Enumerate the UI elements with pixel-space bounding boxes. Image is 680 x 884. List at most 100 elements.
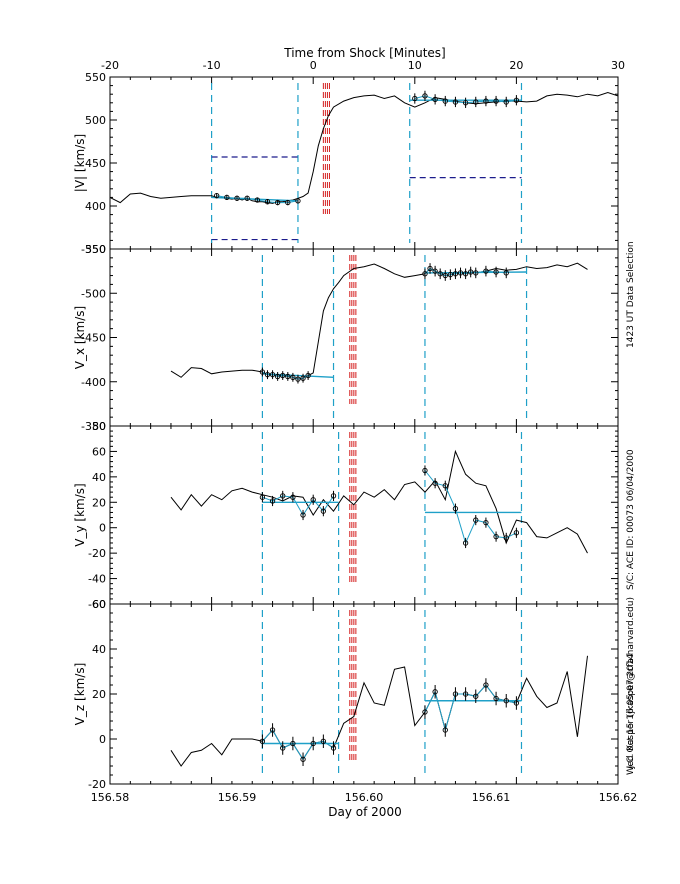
plot-layer: -20 -10 0 10 20 30 156.58 156.59 156.60 156.61 156… xyxy=(73,59,637,804)
y-tick-label: 350 xyxy=(85,243,106,256)
top-tick-label: -20 xyxy=(101,59,119,72)
fit-point xyxy=(513,700,520,706)
y-tick-label: 0 xyxy=(99,733,106,746)
fit-point xyxy=(432,96,438,103)
fit-point-path xyxy=(262,729,334,761)
fit-point xyxy=(244,195,250,201)
fit-point xyxy=(330,493,337,499)
fit-point xyxy=(447,272,454,278)
fit-point xyxy=(259,369,266,375)
y-tick-label: -20 xyxy=(88,778,106,791)
fit-point xyxy=(473,517,479,523)
fit-point xyxy=(290,374,296,380)
y-axis-label: |V| [km/s] xyxy=(73,134,87,192)
fit-point xyxy=(295,198,301,204)
fit-point xyxy=(513,97,520,103)
author-caption: J.C. Kasper (jkasper@cfa.harvard.edu) xyxy=(626,597,636,769)
fit-point xyxy=(234,195,240,201)
fit-point xyxy=(280,372,286,379)
fit-point xyxy=(483,519,489,526)
y-tick-label: -350 xyxy=(81,420,106,433)
fit-point xyxy=(437,271,443,277)
fit-point xyxy=(300,756,306,762)
fit-point xyxy=(473,693,479,699)
fit-point xyxy=(503,270,509,276)
fit-point xyxy=(452,505,459,512)
y-tick-label: 40 xyxy=(92,643,106,656)
fit-point xyxy=(468,269,474,275)
y-tick-label: 550 xyxy=(85,71,106,84)
timestamp-caption: Wed Oct 15 16:05:07 2014 xyxy=(626,653,636,775)
fit-point xyxy=(493,98,499,104)
fit-point xyxy=(259,738,266,744)
spacecraft-caption: S/C: ACE ID: 00073 06/04/2000 xyxy=(626,449,636,590)
y-tick-label: 400 xyxy=(85,200,106,213)
top-tick-label: 10 xyxy=(408,59,422,72)
fit-point xyxy=(274,373,281,380)
y-tick-label: 80 xyxy=(92,420,106,433)
fit-point xyxy=(503,535,509,541)
y-tick-label: 450 xyxy=(85,157,106,170)
fit-point xyxy=(422,467,428,474)
y-tick-label: 20 xyxy=(92,688,106,701)
fit-point xyxy=(473,99,479,105)
fit-point xyxy=(300,375,306,381)
fit-point xyxy=(462,540,469,546)
fit-point xyxy=(320,508,327,514)
fit-point xyxy=(269,498,276,504)
y-tick-label: -20 xyxy=(88,547,106,560)
fit-point xyxy=(462,691,469,697)
fit-point xyxy=(269,372,276,378)
y-tick-label: 20 xyxy=(92,496,106,509)
panel-vx: -350 -400 -450 -500 -550 V_x [km/s] xyxy=(73,243,619,433)
bottom-tick-label: 156.60 xyxy=(345,791,384,804)
selection-caption: 1423 UT Data Selection xyxy=(626,241,636,348)
fit-point xyxy=(442,727,448,733)
fit-point xyxy=(330,745,337,751)
fit-point xyxy=(254,197,260,203)
fit-point xyxy=(452,271,459,277)
plot-area xyxy=(110,83,618,243)
fit-point xyxy=(442,272,448,279)
fit-point xyxy=(432,268,438,274)
bottom-tick-label: 156.59 xyxy=(218,791,257,804)
fit-point xyxy=(427,265,433,272)
fit-point xyxy=(285,199,291,206)
fit-point xyxy=(452,691,459,697)
y-axis-label: V_y [km/s] xyxy=(73,483,87,546)
fit-point xyxy=(310,497,316,503)
bottom-axis-label: Day of 2000 xyxy=(328,805,401,819)
top-tick-label: -10 xyxy=(203,59,221,72)
fit-point xyxy=(483,98,489,104)
y-tick-label: 60 xyxy=(92,445,106,458)
fit-point xyxy=(264,199,271,205)
plot-area xyxy=(170,432,588,598)
fit-point xyxy=(320,738,327,744)
fit-point xyxy=(295,376,301,382)
fit-point xyxy=(280,493,286,499)
fit-point xyxy=(483,682,489,688)
fit-point xyxy=(412,95,418,102)
y-tick-label: 500 xyxy=(85,114,106,127)
fit-point xyxy=(422,93,428,99)
plot-area xyxy=(170,610,588,778)
fit-point xyxy=(224,194,230,201)
fit-point xyxy=(442,483,448,489)
top-tick-label: 30 xyxy=(611,59,625,72)
fit-point-path xyxy=(424,470,517,545)
y-tick-label: -550 xyxy=(81,243,106,256)
fit-point xyxy=(280,745,286,751)
fit-point xyxy=(259,494,266,500)
y-tick-label: 60 xyxy=(92,598,106,611)
fit-point xyxy=(432,689,438,695)
y-tick-label: -500 xyxy=(81,287,106,300)
fit-point xyxy=(422,709,428,715)
fit-point xyxy=(457,270,464,276)
bottom-tick-label: 156.61 xyxy=(472,791,511,804)
fit-point-path xyxy=(424,684,517,732)
fit-point xyxy=(493,533,499,540)
panel-vy: -60 -40 -20 0 20 40 60 80 V_y [km/s] xyxy=(73,420,619,611)
fit-point xyxy=(290,740,296,747)
fit-point xyxy=(269,727,276,733)
